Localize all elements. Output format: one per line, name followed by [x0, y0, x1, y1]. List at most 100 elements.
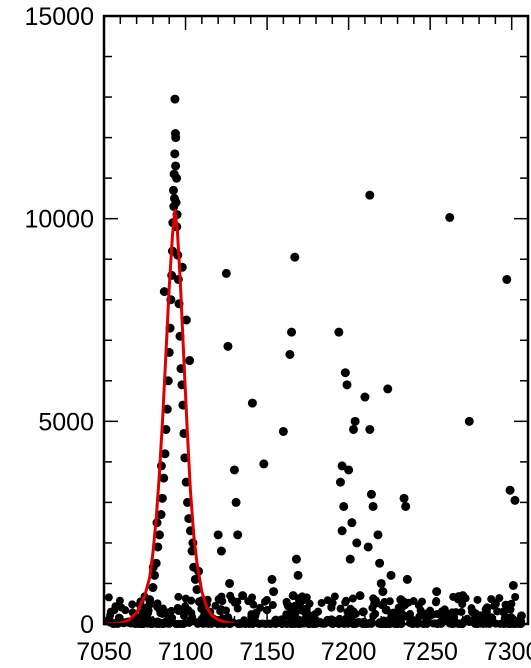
- data-point: [217, 605, 226, 614]
- data-point: [340, 368, 350, 378]
- data-point: [327, 602, 336, 611]
- data-point: [303, 609, 312, 618]
- data-point: [368, 603, 377, 612]
- data-point: [231, 497, 241, 507]
- y-tick-label: 5000: [38, 408, 94, 436]
- data-point: [499, 607, 508, 616]
- data-point: [395, 615, 404, 624]
- data-point: [402, 574, 412, 584]
- data-point: [173, 603, 182, 612]
- data-point: [221, 268, 231, 278]
- y-tick-label: 0: [80, 611, 94, 639]
- data-point: [268, 601, 277, 610]
- data-point: [371, 596, 380, 605]
- data-point: [238, 591, 248, 601]
- data-point: [169, 169, 179, 179]
- data-point: [345, 554, 355, 564]
- x-tick-label: 7250: [402, 638, 458, 666]
- data-point: [233, 597, 242, 606]
- data-point: [352, 538, 362, 548]
- data-point: [342, 596, 351, 605]
- data-point: [360, 392, 370, 402]
- data-point: [399, 597, 408, 606]
- data-point: [174, 592, 183, 601]
- data-point: [278, 426, 288, 436]
- data-point: [311, 616, 320, 625]
- data-point: [441, 615, 450, 624]
- data-point: [482, 607, 491, 616]
- data-point: [432, 597, 441, 606]
- data-point: [510, 495, 520, 505]
- data-point: [171, 161, 181, 171]
- data-point: [344, 465, 354, 475]
- data-point: [282, 610, 291, 619]
- data-point: [323, 596, 332, 605]
- y-tick-label: 15000: [24, 3, 94, 31]
- data-point: [334, 327, 344, 337]
- data-point: [106, 611, 115, 620]
- data-point: [366, 489, 376, 499]
- data-point: [464, 416, 474, 426]
- data-point: [376, 578, 386, 588]
- data-point: [337, 526, 347, 536]
- data-point: [247, 398, 257, 408]
- data-point: [162, 404, 172, 414]
- data-point: [259, 459, 269, 469]
- data-point: [271, 615, 280, 624]
- data-point: [461, 594, 470, 603]
- data-point: [373, 530, 383, 540]
- data-point: [156, 510, 166, 520]
- data-point: [225, 578, 235, 588]
- data-point: [511, 592, 520, 601]
- data-point: [115, 596, 124, 605]
- data-point: [502, 274, 512, 284]
- data-point: [249, 600, 258, 609]
- data-point: [375, 558, 385, 568]
- data-point: [233, 604, 242, 613]
- data-point: [450, 613, 459, 622]
- data-point: [161, 607, 170, 616]
- data-point: [154, 530, 164, 540]
- data-point: [181, 315, 191, 325]
- data-point: [290, 252, 300, 262]
- data-point: [355, 591, 365, 601]
- data-point: [302, 593, 311, 602]
- data-point: [317, 598, 326, 607]
- data-point: [160, 449, 170, 459]
- data-point: [291, 608, 300, 617]
- data-point: [507, 599, 516, 608]
- data-point: [256, 603, 265, 612]
- data-point: [508, 580, 518, 590]
- data-point: [224, 613, 233, 622]
- data-point: [145, 597, 154, 606]
- data-point: [336, 604, 345, 613]
- data-point: [386, 570, 396, 580]
- data-point: [217, 592, 226, 601]
- data-point: [347, 518, 357, 528]
- data-point: [211, 601, 220, 610]
- data-point: [339, 501, 349, 511]
- data-point: [248, 593, 257, 602]
- data-point: [148, 583, 158, 593]
- data-point: [432, 587, 442, 597]
- data-point: [314, 607, 323, 616]
- data-point: [348, 594, 357, 603]
- data-point: [383, 384, 393, 394]
- data-point: [128, 600, 137, 609]
- data-point: [495, 594, 504, 603]
- data-point: [168, 185, 178, 195]
- data-point: [473, 595, 482, 604]
- data-point: [377, 601, 386, 610]
- data-point: [401, 501, 411, 511]
- data-point: [141, 608, 150, 617]
- x-tick-label: 7200: [321, 638, 377, 666]
- data-point: [337, 461, 347, 471]
- data-point: [345, 612, 354, 621]
- data-point: [423, 611, 432, 620]
- data-point: [181, 602, 190, 611]
- x-tick-label: 7050: [76, 638, 132, 666]
- data-point: [262, 606, 271, 615]
- data-point: [159, 473, 169, 483]
- data-point: [229, 465, 239, 475]
- data-point: [335, 477, 345, 487]
